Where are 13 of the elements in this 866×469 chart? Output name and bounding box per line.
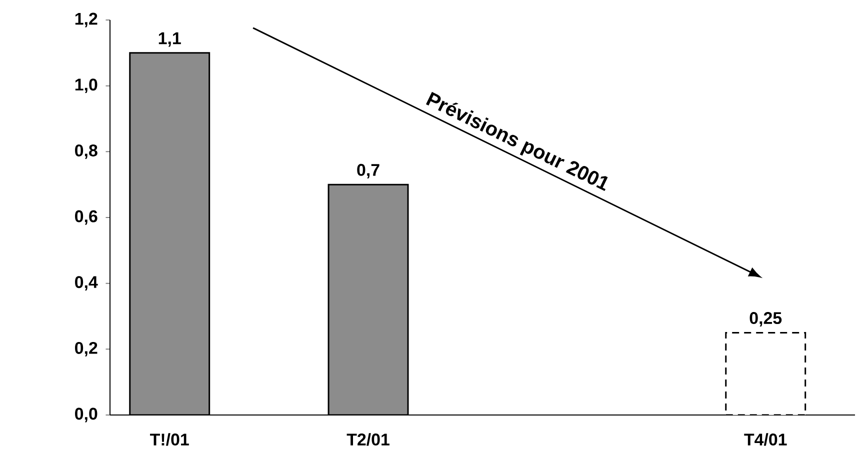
x-tick-label: T4/01 bbox=[744, 433, 787, 446]
x-tick-label: T2/01 bbox=[346, 433, 390, 446]
data-label: 1,1 bbox=[158, 32, 181, 47]
y-tick-label: 0,8 bbox=[75, 144, 98, 159]
data-label: 0,7 bbox=[357, 164, 380, 178]
y-tick-label: 0,2 bbox=[75, 342, 98, 356]
y-tick-label: 0,6 bbox=[75, 210, 98, 225]
y-tick-label: 1,0 bbox=[75, 78, 98, 94]
y-tick-label: 1,2 bbox=[75, 12, 98, 28]
x-tick-label: T!/01 bbox=[150, 433, 189, 446]
y-tick-label: 0,0 bbox=[75, 408, 98, 422]
y-tick-label: 0,4 bbox=[75, 276, 98, 291]
data-label: 0,25 bbox=[750, 312, 782, 327]
